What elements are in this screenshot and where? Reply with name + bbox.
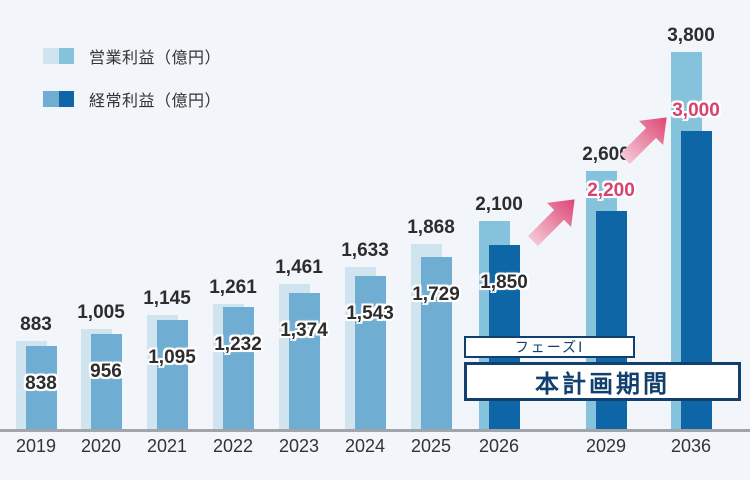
legend-label-operating: 営業利益（億円） — [89, 50, 222, 67]
operating-profit-value: 1,145 — [143, 288, 191, 309]
swatch-highlight-color — [58, 48, 74, 64]
operating-profit-value: 1,633 — [341, 240, 389, 261]
legend-item-ordinary-profit: 経常利益（億円） — [43, 87, 221, 111]
ordinary-profit-value: 1,543 — [346, 303, 394, 324]
bar-group-2022: 1,261 1,232 — [209, 0, 262, 429]
bar-group-2023: 1,461 1,374 — [275, 0, 328, 429]
ordinary-profit-bar — [90, 334, 122, 429]
year-label-2036: 2036 — [670, 436, 712, 456]
ordinary-profit-bar — [288, 293, 320, 429]
operating-profit-value: 2,100 — [475, 194, 523, 215]
operating-profit-value: 883 — [20, 314, 52, 335]
operating-profit-value: 1,261 — [209, 277, 257, 298]
year-label-2026: 2026 — [478, 436, 520, 456]
phase1-box: フェーズⅠ — [464, 336, 635, 358]
ordinary-profit-value: 1,232 — [214, 334, 262, 355]
ordinary-profit-value: 1,095 — [148, 347, 196, 368]
operating-profit-value: 3,800 — [667, 25, 715, 46]
year-label-2019: 2019 — [15, 436, 57, 456]
year-label-2023: 2023 — [278, 436, 320, 456]
phase1-label: フェーズⅠ — [514, 339, 585, 355]
operating-profit-value: 1,005 — [77, 302, 125, 323]
ordinary-profit-swatch-icon — [43, 91, 74, 107]
plan-period-label: 本計画期間 — [535, 371, 670, 398]
x-axis-line — [0, 429, 750, 432]
bar-group-2024: 1,633 1,543 — [341, 0, 394, 429]
ordinary-profit-value: 1,850 — [480, 272, 528, 293]
bar-group-2020: 1,005 956 — [77, 0, 125, 429]
swatch-normal-color — [43, 91, 59, 107]
ordinary-profit-bar — [420, 257, 452, 429]
bar-group-2019: 883 838 — [15, 0, 57, 429]
ordinary-profit-bar — [25, 346, 57, 429]
ordinary-profit-value: 838 — [25, 373, 57, 394]
legend-item-operating-profit: 営業利益（億円） — [43, 44, 221, 68]
ordinary-profit-value: 3,000 — [672, 100, 720, 121]
ordinary-profit-value: 956 — [90, 361, 122, 382]
swatch-normal-color — [43, 48, 59, 64]
swatch-highlight-color — [58, 91, 74, 107]
operating-profit-value: 2,600 — [582, 144, 630, 165]
legend-label-ordinary: 経常利益（億円） — [89, 93, 222, 110]
plan-period-box: 本計画期間 — [464, 362, 741, 401]
operating-profit-value: 1,461 — [275, 257, 323, 278]
bar-group-2021: 1,145 1,095 — [143, 0, 196, 429]
growth-arrow-2026-2029-icon — [527, 199, 575, 247]
ordinary-profit-value: 2,200 — [587, 180, 635, 201]
year-label-2029: 2029 — [585, 436, 627, 456]
chart-legend: 営業利益（億円） 経常利益（億円） — [43, 44, 221, 130]
ordinary-profit-value: 1,729 — [412, 284, 460, 305]
ordinary-profit-bar — [354, 276, 386, 429]
year-label-2021: 2021 — [146, 436, 188, 456]
year-label-2020: 2020 — [80, 436, 122, 456]
year-label-2025: 2025 — [410, 436, 452, 456]
ordinary-profit-bar — [222, 307, 254, 429]
operating-profit-value: 1,868 — [407, 217, 455, 238]
bar-group-2025: 1,868 1,729 — [407, 0, 460, 429]
ordinary-profit-value: 1,374 — [280, 320, 328, 341]
ordinary-profit-bar — [156, 320, 188, 429]
year-label-2024: 2024 — [344, 436, 386, 456]
growth-arrow-2029-2036-icon — [619, 117, 667, 165]
year-label-2022: 2022 — [212, 436, 254, 456]
operating-profit-swatch-icon — [43, 48, 74, 64]
